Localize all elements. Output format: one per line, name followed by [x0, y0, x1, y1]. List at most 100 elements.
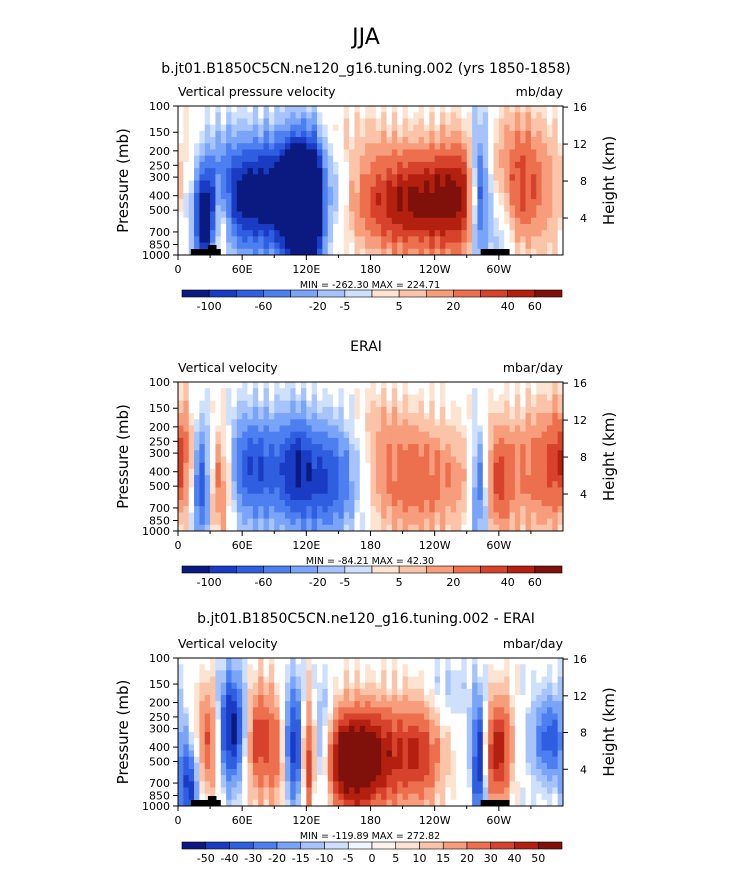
heat-cell [482, 719, 489, 727]
heat-cell [188, 124, 195, 132]
heat-cell [402, 425, 409, 433]
heat-cell [252, 400, 259, 408]
heat-cell [407, 688, 414, 696]
heat-cell [488, 118, 494, 126]
colorbar-box [425, 565, 454, 574]
heat-cell [466, 406, 473, 414]
heat-cell [183, 487, 190, 495]
heat-cell [258, 248, 264, 256]
heat-cell [199, 506, 206, 513]
heat-cell [306, 192, 313, 200]
heat-cell [290, 676, 297, 684]
heat-cell [498, 205, 505, 212]
heat-cell [482, 217, 489, 225]
heat-cell [386, 137, 393, 144]
heat-cell [546, 707, 553, 714]
heat-cell [274, 701, 280, 708]
heat-cell [466, 382, 473, 389]
heat-cell [429, 174, 436, 181]
heat-cell [194, 725, 200, 733]
heat-cell [552, 750, 559, 758]
heat-cell [274, 413, 280, 420]
heat-cell [284, 725, 291, 733]
heat-cell [407, 112, 414, 119]
heat-cell [482, 186, 489, 194]
heat-cell [343, 499, 350, 507]
heat-cell [188, 437, 195, 445]
heat-cell [226, 186, 232, 194]
heat-cell [504, 211, 510, 219]
heat-cell [391, 437, 398, 445]
heat-cell [247, 475, 254, 482]
heat-cell [498, 112, 505, 119]
heat-cell [226, 444, 232, 451]
heat-cell [354, 518, 361, 526]
heat-cell [530, 444, 537, 451]
heat-cell [178, 382, 184, 389]
heat-cell [402, 462, 409, 470]
heat-cell [306, 450, 313, 457]
heat-cell [402, 762, 409, 770]
heat-cell [311, 419, 318, 426]
height-axis-label: Height (km) [600, 136, 618, 225]
heat-cell [300, 512, 307, 519]
heat-cell [317, 707, 323, 714]
heat-cell [466, 400, 473, 408]
heat-cell [402, 481, 409, 488]
heat-cell [258, 431, 264, 439]
heat-cell [418, 419, 425, 426]
heat-cell [498, 124, 505, 132]
heat-cell [397, 118, 403, 126]
heat-cell [477, 106, 484, 113]
heat-cell [434, 425, 441, 433]
heat-cell [178, 695, 184, 702]
heat-cell [188, 670, 195, 677]
heat-cell [231, 769, 238, 776]
heat-cell [472, 168, 478, 175]
heat-cell [306, 149, 313, 157]
heat-cell [440, 217, 446, 225]
heat-cell [488, 456, 494, 464]
heat-cell [423, 425, 430, 433]
heat-cell [194, 676, 200, 684]
heat-cell [445, 199, 452, 206]
heat-cell [402, 106, 409, 113]
heat-cell [268, 217, 275, 225]
heat-cell [386, 682, 393, 690]
heat-cell [252, 425, 259, 433]
heat-cell [306, 719, 313, 727]
heat-cell [215, 762, 222, 770]
heat-cell [327, 419, 334, 426]
heat-cell [338, 106, 345, 113]
heat-cell [370, 468, 377, 476]
heat-cell [514, 236, 521, 243]
heat-cell [536, 499, 543, 507]
heat-cell [343, 707, 350, 714]
heat-cell [258, 143, 264, 150]
heat-cell [300, 230, 307, 237]
heat-cell [386, 419, 393, 426]
heat-cell [407, 725, 414, 733]
heat-cell [210, 118, 216, 126]
heat-cell [488, 419, 494, 426]
heat-cell [375, 506, 382, 513]
heat-cell [359, 670, 366, 677]
heat-cell [434, 512, 441, 519]
heat-cell [498, 211, 505, 219]
heat-cell [349, 493, 355, 501]
heat-cell [493, 236, 500, 243]
heat-cell [359, 217, 366, 225]
x-tick-label: 60E [232, 539, 253, 552]
heat-cell [327, 431, 334, 439]
heat-cell [290, 481, 297, 488]
heat-cell [434, 450, 441, 457]
heat-cell [536, 719, 543, 727]
heat-cell [413, 719, 420, 727]
heat-cell [434, 419, 441, 426]
heat-cell [317, 756, 323, 764]
heat-cell [530, 701, 537, 708]
heat-cell [317, 217, 323, 225]
heat-cell [210, 762, 216, 770]
heat-cell [440, 456, 446, 464]
